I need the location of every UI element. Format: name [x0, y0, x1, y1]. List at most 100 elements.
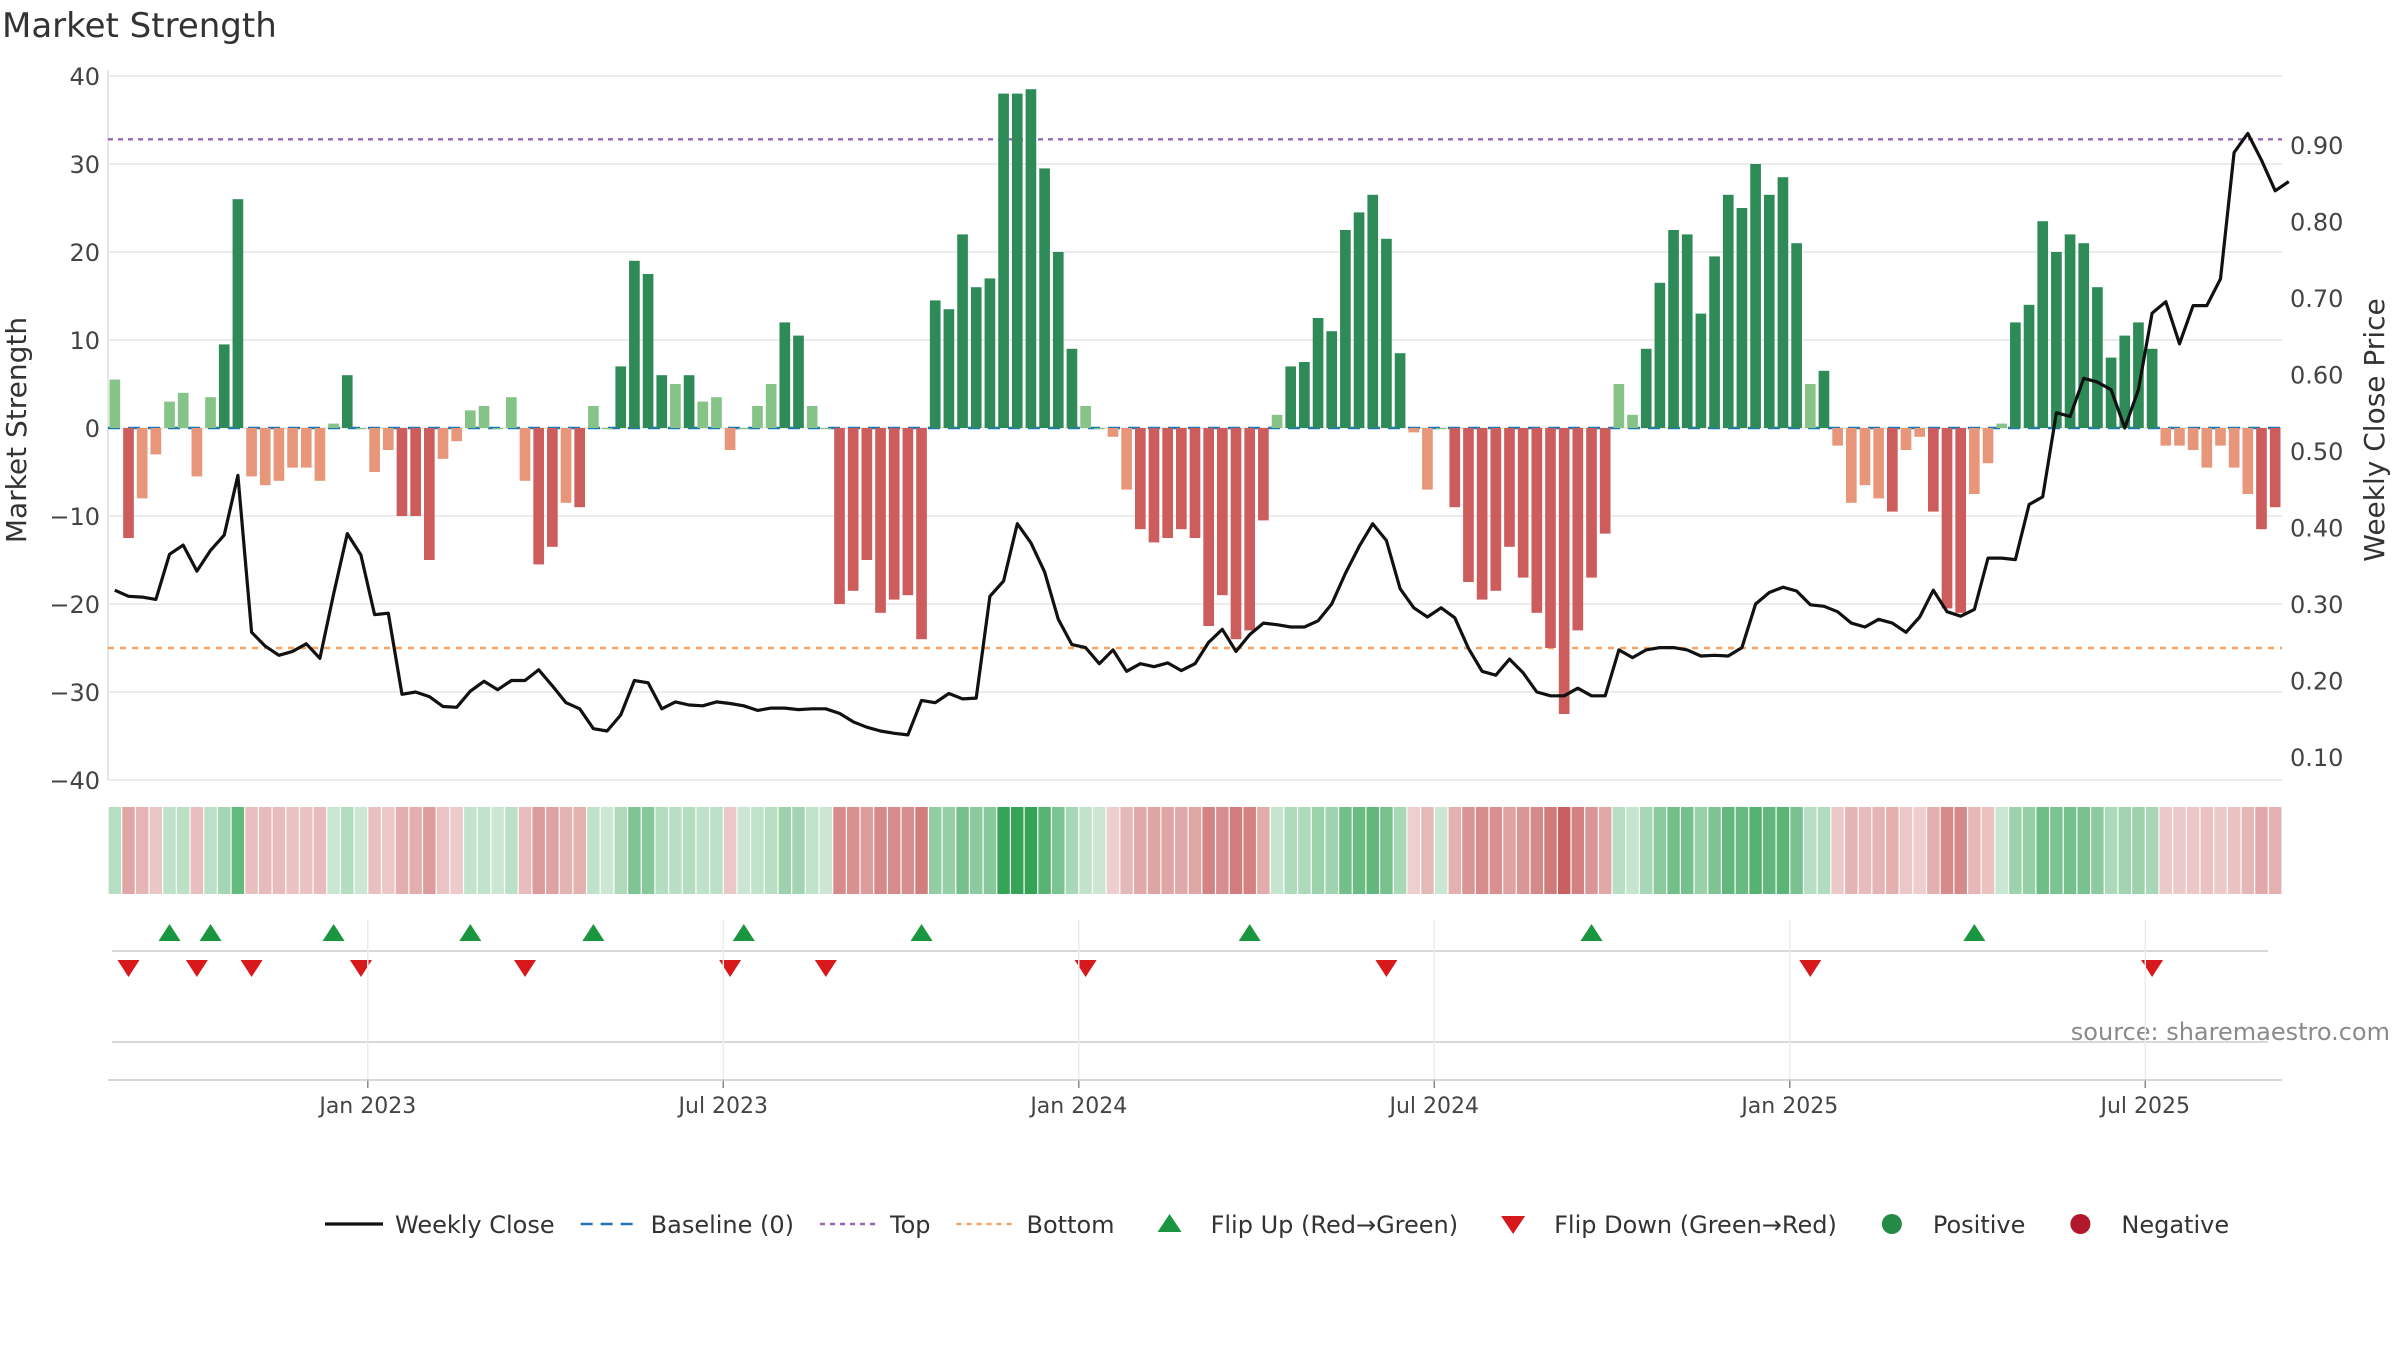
heat-cell — [737, 807, 751, 894]
strength-bar — [246, 428, 257, 477]
strength-bar — [123, 428, 134, 538]
strength-bar — [2174, 428, 2185, 446]
heat-cell — [805, 807, 819, 894]
strength-bar — [2146, 348, 2158, 428]
heat-cell — [1503, 807, 1516, 894]
heat-cell — [1257, 807, 1270, 894]
heat-cell — [1940, 807, 1954, 894]
strength-bar — [861, 428, 873, 560]
x-tick-label: Jan 2023 — [317, 1094, 416, 1119]
strength-bar — [1572, 428, 1584, 631]
heat-cell — [382, 807, 395, 894]
heat-cell — [1954, 807, 1967, 894]
strength-bar — [1476, 428, 1488, 600]
strength-bar — [2215, 428, 2226, 446]
strength-bar — [847, 428, 859, 591]
heat-cell — [1311, 807, 1325, 894]
strength-bar — [1627, 414, 1638, 428]
strength-bar — [615, 366, 627, 428]
heat-cell — [1229, 807, 1243, 894]
heat-cell — [764, 807, 778, 894]
flip-up-marker — [459, 924, 482, 941]
heat-cell — [2173, 807, 2186, 894]
heat-cell — [2214, 807, 2227, 894]
legend-item: Flip Down (Green→Red) — [1501, 1211, 1837, 1239]
heat-cell — [1339, 807, 1352, 894]
strength-bar — [1107, 428, 1119, 437]
strength-bar — [929, 300, 941, 428]
heat-cell — [1380, 807, 1393, 894]
strength-bar — [1599, 428, 1611, 534]
heat-cell — [1011, 807, 1024, 894]
heat-cell — [1845, 807, 1858, 894]
heat-cell — [1407, 807, 1421, 894]
strength-bar — [382, 428, 394, 450]
heat-cell — [1639, 807, 1653, 894]
legend-label: Flip Down (Green→Red) — [1554, 1211, 1837, 1239]
strength-bar — [1011, 93, 1023, 428]
heat-cell — [559, 807, 573, 894]
legend-item: Negative — [2070, 1211, 2229, 1239]
strength-bar — [205, 397, 216, 428]
legend-label: Top — [889, 1211, 931, 1239]
heat-cell — [546, 807, 559, 894]
strength-bar — [1039, 168, 1050, 428]
heat-cell — [2186, 807, 2200, 894]
heat-cell — [928, 807, 942, 894]
heat-cell — [1708, 807, 1721, 894]
legend-label: Baseline (0) — [651, 1211, 794, 1239]
strength-bar — [1804, 384, 1816, 428]
strength-bar — [1504, 428, 1515, 547]
heat-cell — [1325, 807, 1338, 894]
heat-cell — [1653, 807, 1667, 894]
strength-bar — [697, 401, 709, 428]
heat-cell — [1161, 807, 1174, 894]
heat-cell — [395, 807, 409, 894]
strength-bar — [2119, 335, 2131, 428]
flip-up-marker — [1580, 924, 1603, 941]
left-axis: 40 30 20 10 0 −10 −20 −30 −40 — [49, 63, 100, 795]
strength-bar — [1886, 428, 1898, 512]
legend-label: Flip Up (Red→Green) — [1211, 1211, 1459, 1239]
heat-cell — [1065, 807, 1079, 894]
x-tick-label: Jan 2024 — [1028, 1094, 1127, 1119]
heat-cell — [1817, 807, 1831, 894]
strength-bar — [1271, 414, 1283, 428]
flip-up-marker — [732, 924, 755, 941]
strength-bar — [588, 406, 599, 428]
heat-cell — [2104, 807, 2118, 894]
legend-item: Bottom — [956, 1211, 1115, 1239]
grid-layer — [107, 70, 2282, 781]
heat-cell — [1872, 807, 1885, 894]
heat-cell — [272, 807, 286, 894]
right-tick-label: 0.70 — [2290, 285, 2343, 313]
legend-item: Weekly Close — [325, 1211, 555, 1239]
heat-cell — [423, 807, 436, 894]
strength-bar — [2228, 428, 2240, 468]
strength-bar — [1996, 423, 2008, 428]
flip-up-marker — [1238, 924, 1261, 941]
strength-bar — [902, 428, 914, 596]
legend-label: Negative — [2121, 1211, 2229, 1239]
heat-cell — [1571, 807, 1585, 894]
strength-bar — [1490, 428, 1502, 591]
left-tick-label: 10 — [69, 327, 100, 355]
heat-cell — [464, 807, 477, 894]
heat-cell — [1557, 807, 1571, 894]
strength-bar — [1668, 230, 1679, 428]
heat-cell — [259, 807, 272, 894]
strength-bar — [1093, 428, 1105, 430]
heat-cell — [300, 807, 313, 894]
strength-bar — [259, 428, 271, 486]
right-tick-label: 0.50 — [2290, 438, 2343, 466]
strength-bar — [314, 428, 326, 481]
strength-bar — [1203, 428, 1215, 626]
strength-bar — [1381, 238, 1392, 428]
strength-bar — [1791, 243, 1802, 428]
strength-bar — [437, 428, 449, 459]
heat-cell — [1489, 807, 1503, 894]
strength-bar — [1928, 428, 1939, 512]
heat-cell — [778, 807, 792, 894]
strength-bar — [341, 375, 353, 428]
strength-bar — [1134, 428, 1146, 530]
